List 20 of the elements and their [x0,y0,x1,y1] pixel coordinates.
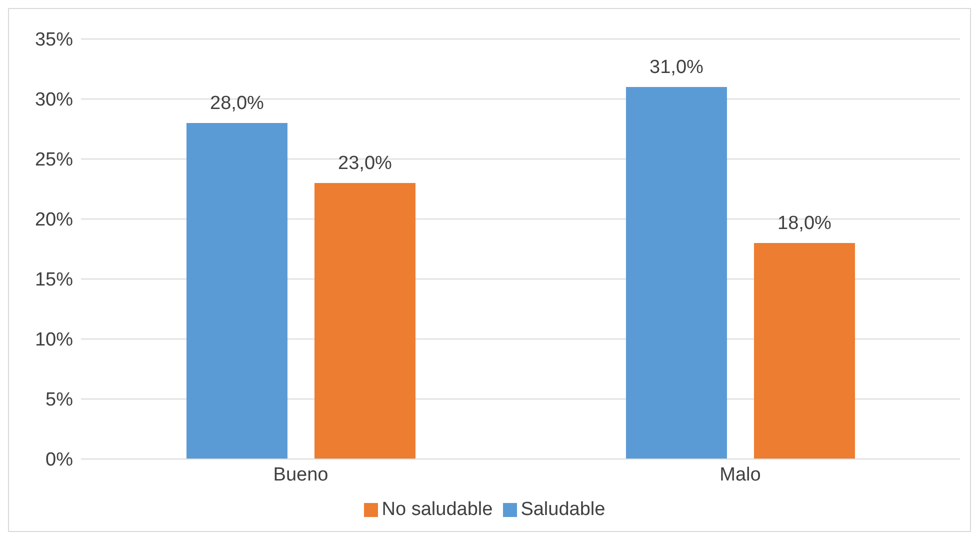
y-tick-label: 25% [34,150,74,171]
data-label: 31,0% [650,57,704,78]
legend-label: Saludable [520,499,606,520]
data-label: 23,0% [338,153,392,174]
legend-label: No saludable [382,499,493,520]
bar [754,243,855,459]
bar [626,87,727,459]
y-tick-label: 5% [46,390,74,411]
y-tick-label: 15% [34,270,74,291]
y-tick-label: 0% [46,450,74,471]
data-label: 18,0% [778,213,832,234]
y-tick-label: 20% [34,210,74,231]
data-label: 28,0% [210,93,264,114]
bar [314,183,416,459]
y-tick-label: 30% [34,90,74,111]
x-tick-label: Bueno [273,464,328,486]
bar [186,123,288,459]
y-tick-label: 10% [34,330,74,351]
y-tick-label: 35% [34,30,74,51]
x-tick-label: Malo [720,464,761,486]
